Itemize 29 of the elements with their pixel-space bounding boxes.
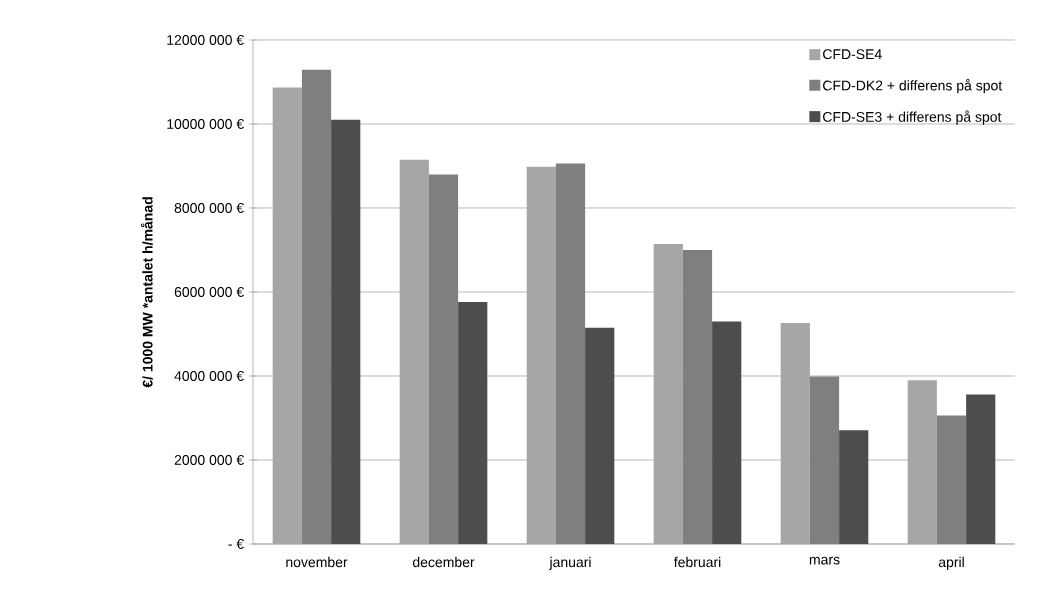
x-tick-label: november: [286, 556, 348, 568]
y-tick-label: 8000 000 €: [174, 203, 244, 213]
y-tick-label: 2000 000 €: [174, 455, 244, 465]
bar: [936, 415, 967, 544]
legend-label: CFD-SE3 + differens på spot: [823, 110, 1002, 125]
bar: [682, 249, 713, 544]
x-tick-label: april: [938, 556, 964, 570]
bar: [301, 69, 332, 544]
y-axis-title: €/ 1000 MW *antalet h/månad: [140, 197, 153, 388]
bar: [458, 302, 488, 544]
bar: [555, 163, 586, 544]
bar: [712, 321, 742, 544]
bar: [585, 327, 615, 544]
x-tick-label: januari: [549, 556, 591, 570]
bar: [839, 430, 869, 544]
y-tick-label: 12000 000 €: [167, 35, 244, 45]
legend-label: CFD-DK2 + differens på spot: [823, 79, 1003, 94]
y-tick-label: 6000 000 €: [174, 287, 244, 297]
bar: [428, 174, 459, 544]
y-tick-label: - €: [228, 539, 244, 549]
x-tick-label: februari: [673, 556, 721, 568]
bar: [809, 376, 840, 544]
x-tick-label: mars: [809, 556, 840, 565]
legend-label: CFD-SE4: [823, 49, 882, 60]
bar: [966, 394, 996, 544]
y-tick-label: 10000 000 €: [167, 119, 244, 129]
x-tick-label: december: [412, 556, 475, 568]
y-tick-label: 4000 000 €: [174, 371, 244, 381]
bar: [331, 119, 361, 544]
